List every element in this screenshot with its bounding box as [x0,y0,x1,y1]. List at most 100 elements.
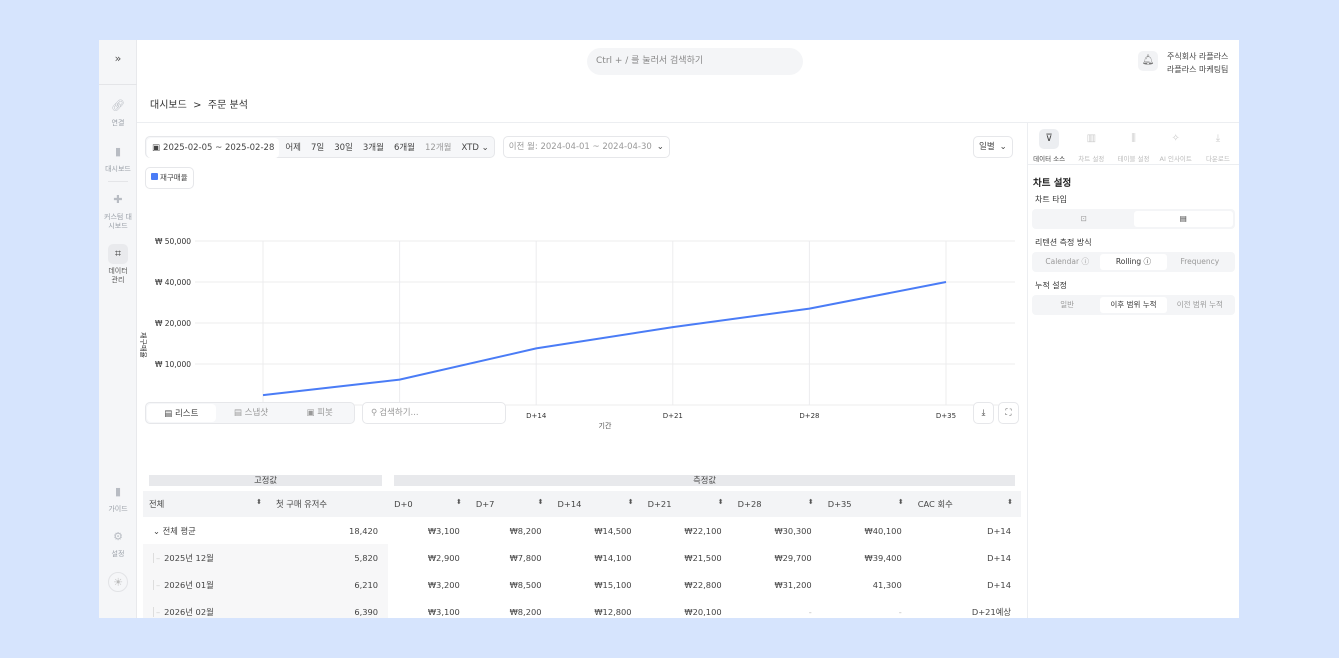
view-pivot-tab[interactable]: ▣ 피봇 [306,408,333,418]
retention-method-toggle: Calendar ⓘ Rolling ⓘ Frequency [1032,252,1235,272]
sort-icon[interactable]: ⬍ [717,498,724,506]
breadcrumb: 대시보드 > 주문 분석 [150,100,248,111]
preset-xtd[interactable]: XTD ⌄ [461,143,489,153]
theme-toggle[interactable]: ☀ [99,572,137,595]
column-header[interactable]: 전체 ⬍ [143,491,270,517]
granularity-select[interactable]: 일별 ⌄ [973,136,1013,158]
table-row[interactable]: ⌄ 전체 평균 18,420 ₩3,100 ₩8,200 ₩14,500 ₩22,100 ₩… [153,525,1011,536]
sort-icon[interactable]: ⬍ [256,498,262,506]
download-icon: ⤓ [1215,133,1221,144]
puzzle-icon: ✚ [113,193,123,206]
bar-chart-type-icon[interactable]: ▤ [1133,211,1233,227]
column-header[interactable]: CAC 회수 ⬍ [911,491,1021,517]
settings-panel: ⊽ 데이터 소스 ▥ 차트 설정 ⫼ 테이블 설정 ✧ AI 인사이트 ⤓ 다운로드 차트 설정 … [1027,123,1239,618]
x-tick-label: D+28 [799,412,819,420]
option-normal[interactable]: 일반 [1060,300,1075,309]
view-switcher: ▤ 리스트 ▤ 스냅샷 ▣ 피봇 [145,402,355,424]
retention-table: 고정값 측정값 전체 ⬍ 첫 구매 유저수 D+0 ⬍ D+7 ⬍ D+14 ⬍ D+21 ⬍ D+28… [143,469,1021,618]
sidebar-item-data-management[interactable]: ⌗ 데이터 관리 [99,244,137,285]
option-before-range[interactable]: 이전 범위 누적 [1176,300,1223,309]
sort-icon[interactable]: ⬍ [1007,498,1013,506]
line-chart-type-icon[interactable]: ⊡ [1080,214,1087,223]
preset-7d[interactable]: 7일 [311,143,325,153]
group-header-fixed: 고정값 [149,474,383,486]
option-rolling[interactable]: Rolling ⓘ [1100,254,1167,270]
line-chart: 0₩ 10,000₩ 20,000₩ 40,000₩ 50,000D+0D+7D… [139,237,1015,430]
panel-tab[interactable]: ✧ AI 인사이트 [1155,123,1197,164]
sidebar: » 🔗︎ 연결 ▮ 대시보드 ✚ 커스텀 대시보드 ⌗ 데이터 관리 ▮ 가이드 ⚙ 설정 … [99,40,137,618]
panel-tab[interactable]: ⊽ 데이터 소스 [1028,123,1070,164]
panel-tab[interactable]: ⤓ 다운로드 [1197,123,1239,164]
sort-icon[interactable]: ⬍ [807,498,814,506]
breadcrumb-current: 주문 분석 [207,100,248,111]
option-calendar[interactable]: Calendar ⓘ [1045,257,1089,266]
y-tick-label: ₩ 40,000 [155,278,191,287]
date-range-picker[interactable]: ▣ 2025-02-05 ~ 2025-02-28 [147,138,280,158]
group-header-measure: 측정값 [394,474,1015,486]
compare-period-select[interactable]: 이전 월: 2024-04-01 ~ 2024-04-30 ⌄ [502,136,670,158]
panel-tab[interactable]: ⫼ 테이블 설정 [1112,123,1154,164]
legend-swatch [151,173,158,180]
column-header[interactable]: D+0 ⬍ [388,491,470,517]
calendar-icon: ▣ [152,143,161,153]
option-after-range[interactable]: 이후 범위 누적 [1100,297,1167,313]
preset-3m[interactable]: 3개월 [362,143,384,153]
account-info[interactable]: 주식회사 라플라스 라플라스 마케팅팀 [1167,52,1229,74]
table-row[interactable]: –2025년 12월 5,820 ₩2,900 ₩7,800 ₩14,100 ₩21,50… [143,544,1021,571]
chevron-down-icon: ⌄ [999,142,1007,152]
chevron-down-icon[interactable]: ⌄ [153,525,163,536]
table-row[interactable]: –2026년 01월 6,210 ₩3,200 ₩8,500 ₩15,100 ₩22,80… [143,571,1021,598]
chevron-down-icon: ⌄ [656,142,664,152]
column-header[interactable]: D+28 ⬍ [731,491,822,517]
sidebar-item-connection[interactable]: 🔗︎ 연결 [99,96,137,128]
option-frequency[interactable]: Frequency [1180,257,1220,266]
global-search-input[interactable]: Ctrl + / 를 눌러서 검색하기 [587,48,803,75]
download-icon[interactable]: ⤓ [973,402,994,424]
preset-30d[interactable]: 30일 [334,143,353,153]
legend-item[interactable]: 재구매율 [145,167,194,189]
book-icon: ▮ [114,485,122,498]
preset-6m[interactable]: 6개월 [393,143,415,153]
sort-icon[interactable]: ⬍ [537,498,544,506]
table-row[interactable]: –2026년 02월 6,390 ₩3,100 ₩8,200 ₩12,800 ₩20,10… [143,598,1021,618]
bar-chart-icon: ▥ [1086,133,1097,144]
preset-12m[interactable]: 12개월 [425,143,452,153]
sparkle-icon: ✧ [1171,133,1180,144]
sidebar-item-custom-dashboard[interactable]: ✚ 커스텀 대시보드 [99,190,137,231]
column-header[interactable]: D+35 ⬍ [821,491,912,517]
sidebar-item-guide[interactable]: ▮ 가이드 [99,482,137,514]
x-tick-label: D+14 [526,412,547,420]
sun-icon: ☀ [108,572,128,592]
link-icon: 🔗︎ [111,99,125,112]
table-search-input[interactable]: ⚲ 검색하기... [362,402,506,424]
sort-icon[interactable]: ⬍ [455,498,462,506]
search-icon: ⚲ [371,408,378,418]
x-tick-label: D+35 [936,412,956,420]
fullscreen-icon[interactable]: ⛶ [998,402,1019,424]
gear-icon: ⚙ [113,530,123,543]
column-header[interactable]: D+14 ⬍ [551,491,642,517]
sidebar-toggle[interactable]: » [114,52,122,65]
series-line [262,281,947,397]
breadcrumb-root[interactable]: 대시보드 [150,100,187,111]
sort-icon[interactable]: ⬍ [897,498,904,506]
sort-icon[interactable]: ⬍ [627,498,634,506]
x-axis-label: 기간 [599,421,612,430]
sidebar-item-settings[interactable]: ⚙ 설정 [99,527,137,559]
scan-icon: ⌗ [108,244,128,264]
panel-title: 차트 설정 [1033,178,1072,189]
column-header[interactable]: D+21 ⬍ [641,491,732,517]
preset-yesterday[interactable]: 어제 [285,143,301,153]
y-tick-label: ₩ 20,000 [155,319,191,328]
bell-icon[interactable]: 🔔︎ [1138,51,1158,71]
column-header[interactable]: 첫 구매 유저수 [269,491,389,517]
view-snapshot-tab[interactable]: ▤ 스냅샷 [233,408,269,418]
y-tick-label: ₩ 10,000 [155,360,191,369]
bar-chart-icon: ▮ [114,145,122,158]
cumulative-toggle: 일반 이후 범위 누적 이전 범위 누적 [1032,295,1235,315]
panel-tab[interactable]: ▥ 차트 설정 [1070,123,1112,164]
view-list-tab[interactable]: ▤ 리스트 [147,404,216,422]
filter-row: ▣ 2025-02-05 ~ 2025-02-28 어제 7일 30일 3개월 6개월 12개… [145,136,670,158]
sidebar-item-dashboard[interactable]: ▮ 대시보드 [99,142,137,174]
column-header[interactable]: D+7 ⬍ [469,491,552,517]
